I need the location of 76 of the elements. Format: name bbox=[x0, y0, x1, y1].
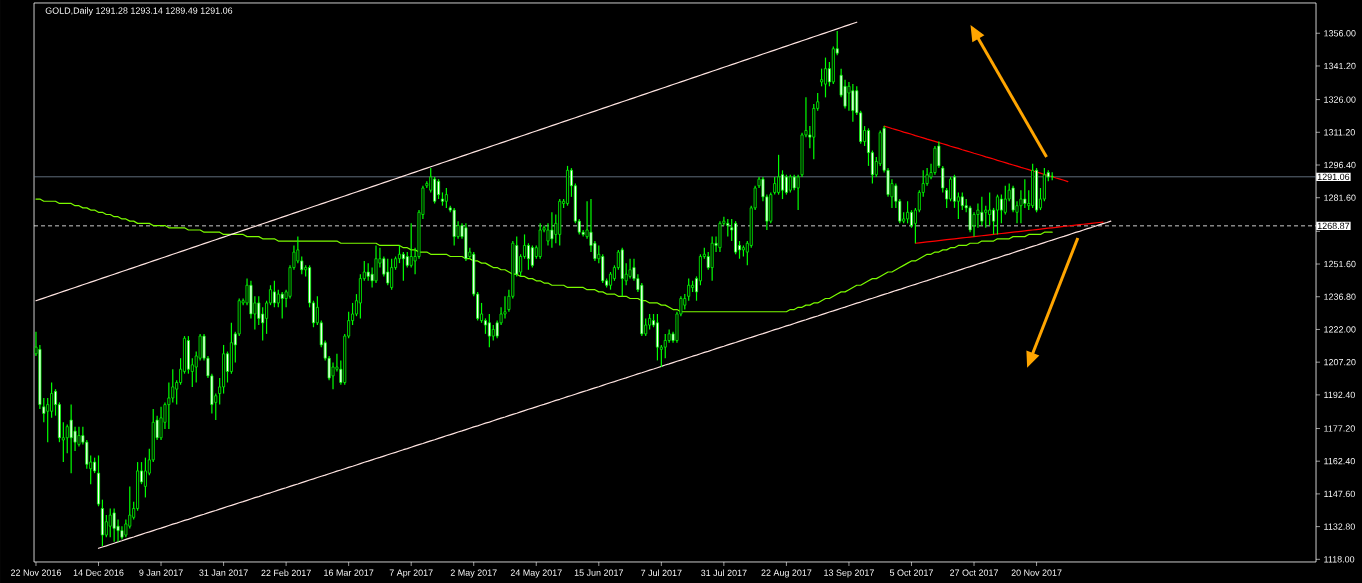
candlestick bbox=[995, 194, 999, 236]
candlestick bbox=[530, 244, 534, 269]
candlestick bbox=[784, 174, 788, 196]
x-tick-label: 22 Aug 2017 bbox=[761, 569, 812, 578]
candlestick bbox=[272, 280, 276, 308]
candlestick bbox=[663, 333, 667, 359]
candlestick bbox=[851, 83, 855, 123]
candlestick bbox=[609, 271, 613, 291]
x-tick-label: 31 Jan 2017 bbox=[199, 569, 248, 576]
y-tick-label: 1236.80 bbox=[1324, 293, 1356, 300]
candlestick bbox=[1023, 178, 1027, 209]
candlestick bbox=[949, 176, 953, 202]
candlestick bbox=[1003, 185, 1007, 216]
x-tick-label: 31 Jul 2017 bbox=[701, 569, 747, 577]
candlestick bbox=[906, 200, 910, 224]
x-tick-label: 24 May 2017 bbox=[510, 569, 562, 578]
x-tick-label: 7 Apr 2017 bbox=[389, 569, 433, 578]
candlestick bbox=[261, 306, 265, 342]
y-tick-label: 1311.20 bbox=[1324, 129, 1355, 136]
y-tick-label: 1326.00 bbox=[1324, 96, 1356, 103]
y-tick-label: 1296.40 bbox=[1324, 161, 1356, 169]
y-tick-label: 1341.20 bbox=[1324, 62, 1356, 70]
y-tick-label: 1281.60 bbox=[1324, 194, 1356, 201]
candlestick bbox=[988, 191, 992, 227]
x-tick-label: 13 Sep 2017 bbox=[824, 569, 874, 578]
candlestick bbox=[50, 381, 54, 419]
candlestick bbox=[77, 426, 81, 448]
candlestick bbox=[374, 244, 378, 284]
candlestick bbox=[433, 176, 437, 205]
ref-line-label: 1268.87 bbox=[1317, 222, 1350, 230]
chart-title: GOLD,Daily 1291.28 1293.14 1289.49 1291.06 bbox=[45, 7, 233, 16]
candlestick bbox=[437, 178, 441, 200]
candlestick bbox=[781, 169, 784, 200]
y-tick-label: 1192.40 bbox=[1324, 391, 1355, 399]
candlestick bbox=[999, 194, 1003, 224]
x-tick-label: 27 Oct 2017 bbox=[950, 569, 998, 576]
candlestick bbox=[280, 291, 284, 319]
candlestick bbox=[257, 295, 261, 326]
y-tick-label: 1356.00 bbox=[1324, 30, 1356, 37]
candlestick bbox=[824, 56, 827, 98]
candlestick bbox=[401, 251, 405, 282]
candlestick bbox=[526, 242, 530, 271]
x-tick-label: 9 Jan 2017 bbox=[139, 569, 183, 576]
x-tick-label: 22 Nov 2016 bbox=[11, 569, 61, 576]
y-tick-label: 1207.20 bbox=[1324, 358, 1356, 366]
x-tick-label: 14 Dec 2016 bbox=[73, 569, 124, 576]
candlestick bbox=[777, 154, 781, 196]
candlestick bbox=[390, 258, 394, 291]
candlestick bbox=[97, 454, 100, 507]
ref-line-label: 1291.06 bbox=[1317, 173, 1350, 180]
y-tick-label: 1222.00 bbox=[1324, 326, 1356, 333]
candlestick bbox=[487, 313, 491, 348]
candlestick bbox=[108, 507, 112, 538]
candlestick bbox=[46, 397, 50, 443]
y-tick-label: 1147.60 bbox=[1324, 490, 1355, 498]
y-tick-label: 1132.80 bbox=[1324, 523, 1355, 530]
x-tick-label: 15 Jun 2017 bbox=[574, 569, 624, 576]
x-tick-label: 16 Mar 2017 bbox=[324, 569, 374, 576]
x-tick-label: 7 Jul 2017 bbox=[641, 569, 682, 577]
x-tick-label: 20 Nov 2017 bbox=[1011, 569, 1062, 576]
candlestick bbox=[159, 406, 163, 441]
candlestick bbox=[386, 258, 390, 286]
candlestick bbox=[952, 174, 956, 209]
candlestick bbox=[112, 507, 116, 543]
candlestick bbox=[444, 187, 448, 209]
candlestick bbox=[143, 457, 147, 499]
x-tick-label: 22 Feb 2017 bbox=[261, 569, 311, 577]
y-tick-label: 1118.00 bbox=[1324, 556, 1355, 563]
y-tick-label: 1162.40 bbox=[1324, 458, 1355, 465]
candlestick bbox=[69, 404, 73, 474]
y-tick-label: 1177.20 bbox=[1324, 425, 1355, 432]
candlestick bbox=[984, 205, 988, 229]
candlestick bbox=[687, 278, 691, 302]
x-tick-label: 2 May 2017 bbox=[450, 569, 497, 578]
x-tick-label: 5 Oct 2017 bbox=[889, 569, 933, 576]
y-tick-label: 1251.60 bbox=[1324, 260, 1356, 268]
